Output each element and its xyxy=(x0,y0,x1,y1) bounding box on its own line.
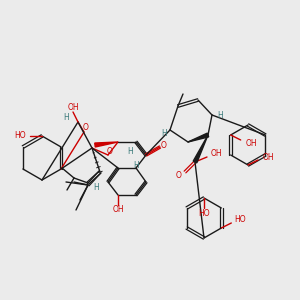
Text: H: H xyxy=(63,112,69,122)
Text: HO: HO xyxy=(198,208,210,217)
Polygon shape xyxy=(188,133,209,142)
Polygon shape xyxy=(193,135,208,163)
Text: O: O xyxy=(161,140,167,149)
Text: O: O xyxy=(83,124,89,133)
Text: HO: HO xyxy=(14,131,26,140)
Text: OH: OH xyxy=(211,149,223,158)
Text: OH: OH xyxy=(112,206,124,214)
Text: OH: OH xyxy=(263,152,275,161)
Text: H: H xyxy=(217,110,223,119)
Text: H: H xyxy=(93,182,99,191)
Text: O: O xyxy=(176,170,182,179)
Text: H: H xyxy=(133,160,139,169)
Text: OH: OH xyxy=(246,139,257,148)
Text: OH: OH xyxy=(67,103,79,112)
Text: HO: HO xyxy=(234,215,246,224)
Text: H: H xyxy=(127,148,133,157)
Text: O: O xyxy=(107,146,113,155)
Text: H: H xyxy=(161,130,167,139)
Polygon shape xyxy=(95,142,118,147)
